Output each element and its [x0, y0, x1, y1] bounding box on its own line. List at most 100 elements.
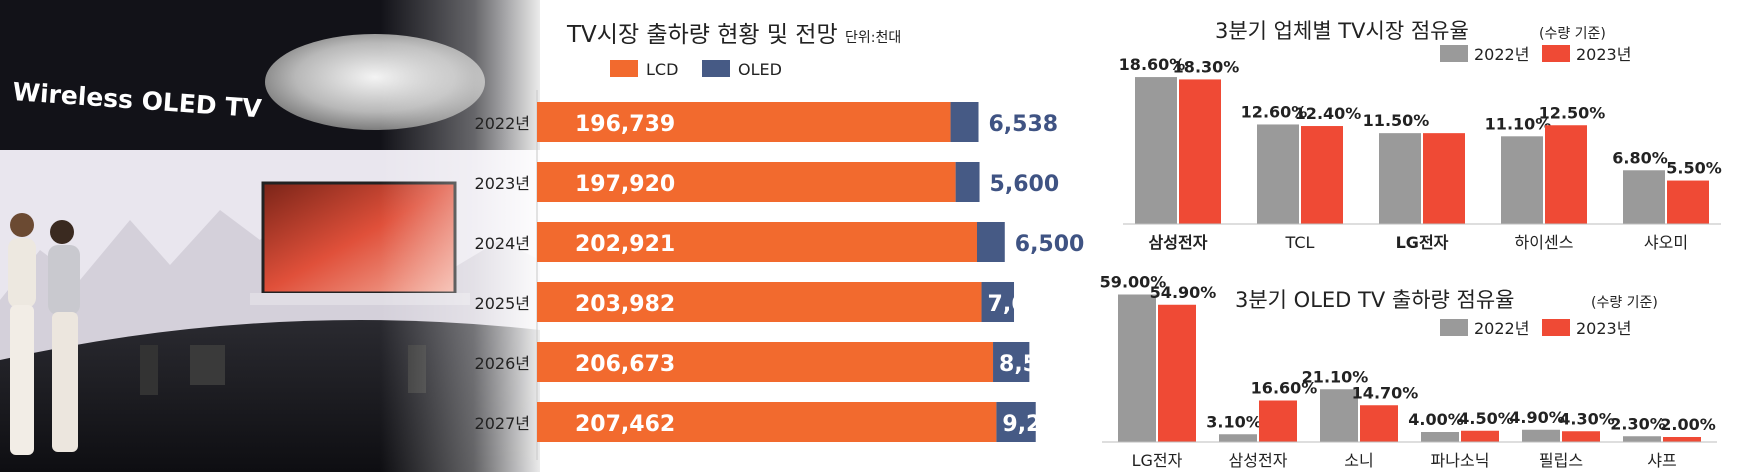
- bar-2023: [1667, 180, 1709, 224]
- value-label: 2.30%: [1610, 414, 1666, 433]
- lcd-bar: [537, 402, 997, 442]
- year-label: 2022년: [475, 114, 530, 133]
- lcd-value-label: 207,462: [575, 412, 675, 437]
- chart3-marks: 59.00%54.90% LG전자 3.10% 16.60% 삼성전자 21.10%14.…: [1100, 273, 1717, 470]
- category-label: 소니: [1344, 451, 1373, 470]
- legend-swatch-oled: [702, 60, 730, 77]
- bar-2023: [1562, 431, 1600, 442]
- category-label: 하이센스: [1515, 233, 1574, 252]
- legend-swatch-2023년: [1542, 319, 1570, 336]
- value-label: 14.70%: [1352, 383, 1419, 402]
- bar-2023: [1545, 125, 1587, 224]
- legend-swatch-2023년: [1542, 45, 1570, 62]
- value-label: 4.00%: [1408, 410, 1464, 429]
- year-label: 2024년: [475, 234, 530, 253]
- lcd-bar: [537, 162, 956, 202]
- value-label: 12.40%: [1295, 104, 1362, 123]
- oled-bar: [996, 402, 1036, 442]
- category-label: 필립스: [1539, 451, 1583, 470]
- category-label: LG전자: [1396, 233, 1449, 252]
- bar-2023: [1301, 126, 1343, 224]
- year-label: 2023년: [475, 174, 530, 193]
- oled-value-label: 7,600: [988, 292, 1058, 317]
- chart1-marks: 2022년 196,739 6,538 2023년 197,920 5,600 2024년 2…: [475, 102, 1084, 442]
- value-label: 11.10%: [1485, 114, 1552, 133]
- lcd-bar: [537, 282, 982, 322]
- value-label: 59.00%: [1100, 273, 1167, 292]
- oled-bar: [981, 282, 1015, 322]
- legend-label-2022년: 2022년: [1474, 45, 1529, 64]
- chart2-subtitle: (수량 기준): [1539, 26, 1606, 42]
- bar-2023: [1663, 437, 1701, 442]
- oled-bar: [976, 222, 1005, 262]
- lcd-bar: [537, 342, 994, 382]
- value-label: 21.10%: [1302, 367, 1369, 386]
- bar-2023: [1158, 304, 1196, 442]
- bar-2023: [1461, 430, 1499, 442]
- oled-bar: [993, 342, 1030, 382]
- lcd-value-label: 203,982: [575, 292, 675, 317]
- oled-bar: [950, 102, 979, 142]
- oled-share-chart: 3분기 OLED TV 출하량 점유율 (수량 기준) 2022년 2023년 5…: [1100, 273, 1717, 470]
- value-label: 5.50%: [1666, 159, 1722, 178]
- value-label: 2.00%: [1660, 415, 1716, 434]
- legend-label-lcd: LCD: [646, 60, 678, 79]
- bar-2023: [1179, 79, 1221, 225]
- chart1-title: TV시장 출하량 현황 및 전망: [566, 22, 838, 48]
- bar-2022: [1257, 124, 1299, 224]
- photo-fade: [380, 0, 550, 472]
- chart1-unit: 단위:천대: [845, 30, 901, 46]
- oled-value-label: 8,500: [999, 352, 1069, 377]
- legend-swatch-lcd: [610, 60, 638, 77]
- oled-bar: [955, 162, 980, 202]
- chart1-legend: LCD OLED: [610, 60, 782, 79]
- value-label: 12.60%: [1241, 102, 1308, 121]
- bar-2023: [1360, 405, 1398, 442]
- oled-value-label: 9,200: [1002, 412, 1072, 437]
- year-label: 2026년: [475, 354, 530, 373]
- value-label: 4.90%: [1509, 408, 1565, 427]
- year-label: 2025년: [475, 294, 530, 313]
- legend-label-2022년: 2022년: [1474, 319, 1529, 338]
- legend-label-2023년: 2023년: [1576, 45, 1631, 64]
- category-label: 파나소닉: [1431, 451, 1490, 470]
- bar-2022: [1623, 170, 1665, 224]
- legend-swatch-2022년: [1440, 319, 1468, 336]
- year-label: 2027년: [475, 414, 530, 433]
- showroom-photo: Wireless OLED TV: [0, 0, 550, 472]
- lcd-bar: [537, 222, 977, 262]
- lcd-bar: [537, 102, 951, 142]
- chart2-marks: 18.60%18.30% 삼성전자 12.60%12.40% TCL 11.50% LG전…: [1119, 55, 1722, 252]
- bar-2023: [1423, 133, 1465, 224]
- value-label: 16.60%: [1251, 379, 1318, 398]
- chart3-subtitle: (수량 기준): [1591, 295, 1658, 311]
- lcd-value-label: 206,673: [575, 352, 675, 377]
- speaker-left: [140, 345, 158, 395]
- value-label: 6.80%: [1612, 148, 1668, 167]
- visitor-right: [48, 220, 80, 452]
- category-label: 삼성전자: [1149, 233, 1208, 252]
- category-label: 샤프: [1647, 451, 1676, 470]
- category-label: LG전자: [1132, 451, 1183, 470]
- category-label: TCL: [1285, 233, 1315, 252]
- value-label: 18.60%: [1119, 55, 1186, 74]
- lcd-value-label: 197,920: [575, 172, 675, 197]
- bar-2023: [1259, 400, 1297, 442]
- value-label: 3.10%: [1206, 412, 1262, 431]
- chart3-legend: 2022년 2023년: [1440, 319, 1631, 338]
- category-label: 샤오미: [1644, 233, 1688, 252]
- oled-value-label: 5,600: [990, 172, 1060, 197]
- oled-value-label: 6,538: [989, 112, 1059, 137]
- tv-shipments-chart: TV시장 출하량 현황 및 전망 단위:천대 LCD OLED 2022년 196,…: [475, 22, 1084, 460]
- tv-market-share-chart: 3분기 업체별 TV시장 점유율 (수량 기준) 2022년 2023년 18.6…: [1119, 19, 1722, 252]
- category-label: 삼성전자: [1229, 451, 1288, 470]
- value-label: 18.30%: [1173, 57, 1240, 76]
- legend-label-oled: OLED: [738, 60, 782, 79]
- bar-2022: [1379, 133, 1421, 224]
- bar-2022: [1135, 77, 1177, 224]
- bar-2022: [1501, 136, 1543, 224]
- value-label: 54.90%: [1150, 283, 1217, 302]
- legend-swatch-2022년: [1440, 45, 1468, 62]
